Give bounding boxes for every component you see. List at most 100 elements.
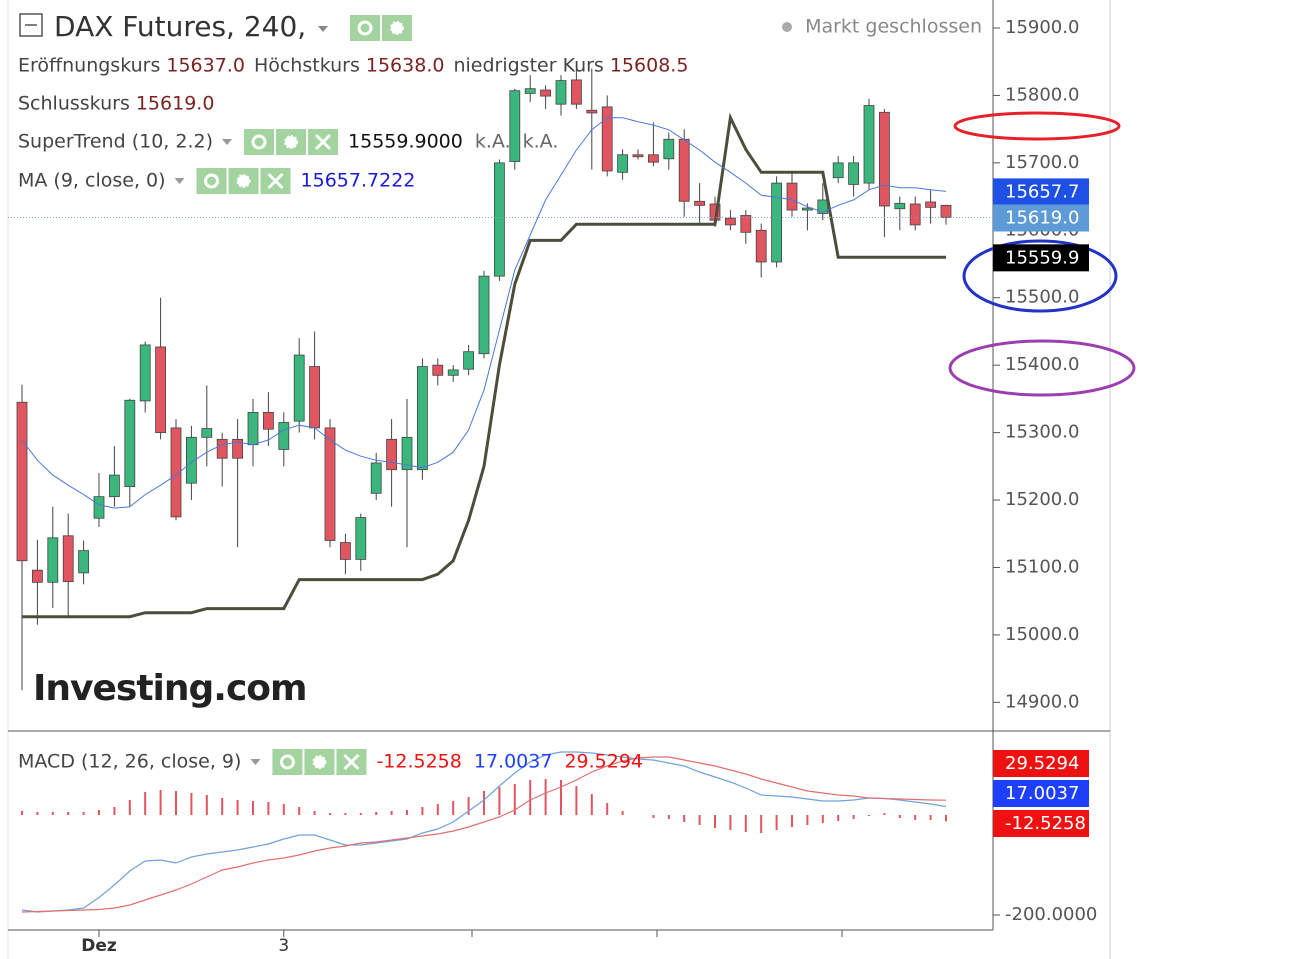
legend-value: 15638.0: [366, 55, 445, 77]
y-tick-label: -200.0000: [1005, 904, 1097, 925]
candle-body: [678, 138, 690, 202]
price-box: [993, 204, 1089, 232]
candle-body: [586, 109, 598, 114]
legend-label: Schlusskurs: [18, 93, 130, 115]
candle-body: [601, 106, 613, 172]
legend-value: 15637.0: [166, 55, 245, 77]
candle-body: [370, 462, 382, 494]
candle-body: [278, 422, 290, 450]
legend-button[interactable]: [272, 749, 303, 775]
candle-body: [109, 474, 120, 498]
y-tick-label: 15300.0: [1005, 422, 1079, 443]
value-box: [993, 810, 1089, 837]
indicator-name: MA (9, close, 0): [18, 170, 166, 192]
annotation-ellipse: [953, 111, 1121, 141]
value-box: [993, 750, 1089, 777]
value-box-label: 17.0037: [1005, 783, 1079, 804]
candle-body: [232, 438, 244, 459]
annotation-ellipse: [962, 239, 1118, 313]
status-dot: [782, 22, 792, 32]
annotation-ellipse: [948, 339, 1136, 397]
candle-body: [16, 401, 28, 562]
legend-button[interactable]: [350, 15, 380, 41]
candle-body: [447, 369, 459, 376]
collapse-button[interactable]: [19, 13, 43, 37]
eye-icon: [251, 134, 267, 150]
candle-body: [493, 162, 505, 277]
candle-body: [848, 162, 859, 185]
y-tick-label: 15400.0: [1005, 354, 1079, 375]
dropdown-arrow[interactable]: [250, 759, 261, 765]
candle-body: [540, 89, 551, 97]
candle-body: [93, 496, 105, 519]
legend-button[interactable]: [196, 168, 227, 194]
candle-body: [262, 411, 274, 430]
indicator-name: SuperTrend (10, 2.2): [18, 131, 213, 153]
x-tick-label: 3: [278, 936, 289, 956]
gear-icon: [236, 174, 251, 188]
candle-body: [293, 354, 305, 422]
value-box-label: 29.5294: [1005, 753, 1079, 774]
macd-line: [21, 756, 947, 913]
candle-body: [771, 182, 782, 263]
eye-icon: [204, 173, 220, 189]
candle-body: [740, 215, 752, 233]
legend-label: niedrigster Kurs: [453, 55, 603, 77]
gear-icon: [390, 21, 404, 35]
dropdown-arrow[interactable]: [222, 139, 233, 145]
candle-body: [416, 366, 428, 471]
y-tick-label: 15700.0: [1005, 152, 1079, 173]
candle-body: [524, 88, 536, 94]
candle-body: [185, 436, 197, 484]
dropdown-arrow[interactable]: [174, 178, 185, 184]
candle-body: [247, 411, 259, 446]
y-tick-label: 14900.0: [1005, 691, 1079, 712]
candle-body: [170, 427, 182, 518]
close-icon: [343, 753, 360, 771]
candle-body: [925, 201, 936, 208]
candle-body: [894, 202, 906, 210]
legend-button[interactable]: [244, 129, 275, 155]
macd-line: [21, 751, 947, 913]
watermark: Investing.com: [33, 668, 307, 709]
candle-body: [62, 535, 74, 583]
candle-body: [386, 438, 398, 471]
legend-value: 15608.5: [610, 55, 689, 77]
candle-body: [571, 79, 582, 105]
gear-icon: [312, 755, 327, 769]
candle-body: [863, 105, 875, 184]
candle-body: [355, 517, 367, 560]
candle-body: [786, 182, 798, 211]
candle-body: [663, 138, 675, 160]
candle-body: [632, 154, 644, 158]
y-tick-label: 15500.0: [1005, 287, 1079, 308]
x-tick-label: Dez: [81, 936, 117, 956]
candle-body: [47, 537, 59, 583]
value-box: [993, 780, 1089, 807]
candle-body: [124, 399, 136, 487]
price-box: [993, 178, 1089, 206]
candle-body: [155, 346, 167, 434]
candle-body: [909, 203, 921, 226]
close-icon: [267, 172, 284, 190]
indicator-value: 15559.9000: [348, 131, 463, 153]
dropdown-arrow[interactable]: [318, 26, 328, 32]
price-box-label: 15619.0: [1005, 207, 1079, 228]
candle-body: [463, 351, 475, 370]
candle-body: [725, 217, 736, 226]
plot-area: [16, 68, 952, 913]
candle-body: [139, 344, 151, 402]
price-box: [993, 244, 1089, 272]
legend-label: Eröffnungskurs: [18, 55, 160, 77]
candle-body: [555, 80, 567, 105]
gear-icon: [284, 135, 299, 149]
y-tick-label: 15100.0: [1005, 556, 1079, 577]
candle-body: [755, 229, 767, 263]
indicator-name: MACD (12, 26, close, 9): [18, 751, 241, 773]
candle-body: [478, 275, 490, 355]
indicator-value: k.A.: [475, 131, 511, 153]
chart-title: DAX Futures, 240,: [54, 10, 306, 43]
y-tick-label: 15900.0: [1005, 17, 1079, 38]
candle-body: [648, 154, 659, 163]
